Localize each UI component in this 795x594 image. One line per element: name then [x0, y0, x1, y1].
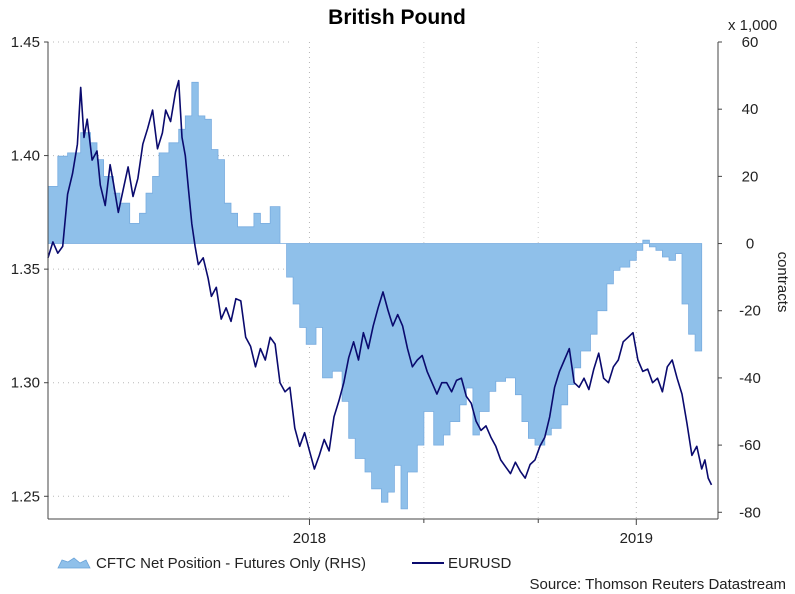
legend: CFTC Net Position - Futures Only (RHS) E… — [57, 555, 512, 572]
left-tick-label: 1.25 — [11, 488, 40, 505]
right-tick-label: 40 — [742, 101, 759, 118]
eurusd-line-path — [47, 79, 713, 486]
right-tick-label: -80 — [739, 504, 761, 521]
x-tick-label: 2018 — [293, 530, 326, 547]
left-axis-ticks: 1.25 1.30 1.35 1.40 1.45 — [11, 34, 48, 505]
legend-swatch-area — [57, 557, 91, 569]
cftc-area-path — [47, 81, 703, 510]
left-tick-label: 1.40 — [11, 148, 40, 165]
right-axis-ticks: -80 -60 -40 -20 0 20 40 60 — [718, 34, 761, 521]
left-tick-label: 1.45 — [11, 34, 40, 51]
legend-label-eurusd: EURUSD — [448, 555, 512, 572]
right-tick-label: 20 — [742, 168, 759, 185]
eurusd-line-series — [47, 79, 713, 486]
right-axis-label: contracts — [774, 252, 791, 313]
cftc-area-series — [47, 81, 703, 510]
right-tick-label: -60 — [739, 437, 761, 454]
x-tick-label: 2019 — [620, 530, 653, 547]
legend-label-cftc: CFTC Net Position - Futures Only (RHS) — [96, 555, 366, 572]
right-tick-label: 60 — [742, 34, 759, 51]
right-tick-label: 0 — [746, 236, 754, 253]
right-tick-label: -20 — [739, 303, 761, 320]
left-tick-label: 1.30 — [11, 375, 40, 392]
right-axis-multiplier: x 1,000 — [728, 17, 777, 34]
source-note: Source: Thomson Reuters Datastream — [529, 576, 786, 593]
left-tick-label: 1.35 — [11, 261, 40, 278]
right-tick-label: -40 — [739, 370, 761, 387]
x-axis-ticks: 2018 2019 — [293, 519, 653, 547]
chart-title: British Pound — [328, 6, 466, 29]
axes — [47, 42, 719, 520]
